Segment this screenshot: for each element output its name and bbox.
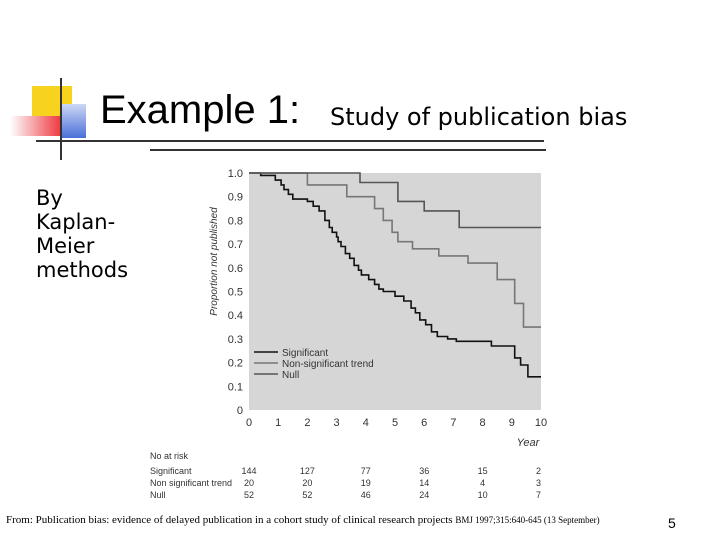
page-number: 5	[668, 515, 676, 531]
at-risk-value: 20	[302, 478, 312, 488]
at-risk-value: 127	[300, 466, 315, 476]
y-tick-label: 1.0	[228, 168, 243, 180]
at-risk-value: 52	[244, 490, 254, 500]
y-tick-label: 0.4	[228, 310, 243, 322]
slide-title: Example 1:	[100, 88, 301, 132]
y-tick-label: 0.2	[228, 358, 243, 370]
deco-vertical-line	[60, 78, 62, 160]
x-tick-label: 9	[509, 417, 515, 429]
y-tick-label: 0.9	[228, 192, 243, 204]
side-note-line: Meier	[36, 234, 95, 258]
y-axis-label: Proportion not published	[209, 207, 220, 316]
at-risk-value: 2	[536, 466, 541, 476]
at-risk-value: 46	[361, 490, 371, 500]
x-tick-label: 10	[535, 417, 547, 429]
y-tick-label: 0.1	[228, 381, 243, 393]
at-risk-value: 36	[419, 466, 429, 476]
at-risk-value: 15	[478, 466, 488, 476]
x-tick-label: 2	[304, 417, 310, 429]
side-note: By Kaplan- Meier methods	[36, 186, 146, 282]
side-note-line: methods	[36, 258, 129, 282]
series-line-significant	[249, 172, 541, 378]
slide-subtitle: Study of publication bias	[330, 103, 628, 131]
x-tick-label: 7	[450, 417, 456, 429]
x-tick-label: 4	[363, 417, 369, 429]
at-risk-value: 77	[361, 466, 371, 476]
footer-citation: BMJ 1997;315:640-645 (13 September)	[455, 515, 600, 525]
at-risk-value: 4	[480, 478, 485, 488]
x-tick-label: 1	[275, 417, 281, 429]
x-tick-label: 8	[480, 417, 486, 429]
at-risk-value: 24	[419, 490, 429, 500]
x-tick-label: 5	[392, 417, 398, 429]
x-axis-label: Year	[517, 437, 541, 449]
at-risk-value: 7	[536, 490, 541, 500]
at-risk-row-label: Non significant trend	[150, 478, 232, 488]
at-risk-row-label: Significant	[150, 466, 192, 476]
deco-blue-square	[60, 104, 86, 138]
at-risk-value: 10	[478, 490, 488, 500]
y-tick-label: 0.5	[228, 287, 243, 299]
at-risk-value: 144	[241, 466, 256, 476]
legend-label: Non-significant trend	[282, 359, 374, 370]
at-risk-title: No at risk	[150, 451, 189, 461]
y-tick-label: 0.6	[228, 263, 243, 275]
legend-label: Null	[282, 370, 299, 381]
deco-horizontal-line	[36, 140, 544, 142]
footer-text: From: Publication bias: evidence of dela…	[6, 514, 453, 526]
at-risk-value: 19	[361, 478, 371, 488]
footer-source: From: Publication bias: evidence of dela…	[6, 514, 600, 526]
y-tick-label: 0	[237, 405, 243, 417]
at-risk-value: 14	[419, 478, 429, 488]
x-tick-label: 0	[246, 417, 252, 429]
y-tick-label: 0.8	[228, 215, 243, 227]
legend-label: Significant	[282, 348, 328, 359]
at-risk-value: 20	[244, 478, 254, 488]
at-risk-row-label: Null	[150, 490, 166, 500]
deco-red-bar	[10, 116, 62, 136]
x-tick-label: 3	[334, 417, 340, 429]
title-underline	[150, 149, 546, 151]
side-note-line: By	[36, 186, 63, 210]
side-note-line: Kaplan-	[36, 210, 116, 234]
y-tick-label: 0.7	[228, 239, 243, 251]
series-line-null	[249, 172, 541, 229]
at-risk-value: 52	[302, 490, 312, 500]
series-line-non-significant-trend	[249, 172, 541, 328]
x-tick-label: 6	[421, 417, 427, 429]
y-tick-label: 0.3	[228, 334, 243, 346]
at-risk-value: 3	[536, 478, 541, 488]
